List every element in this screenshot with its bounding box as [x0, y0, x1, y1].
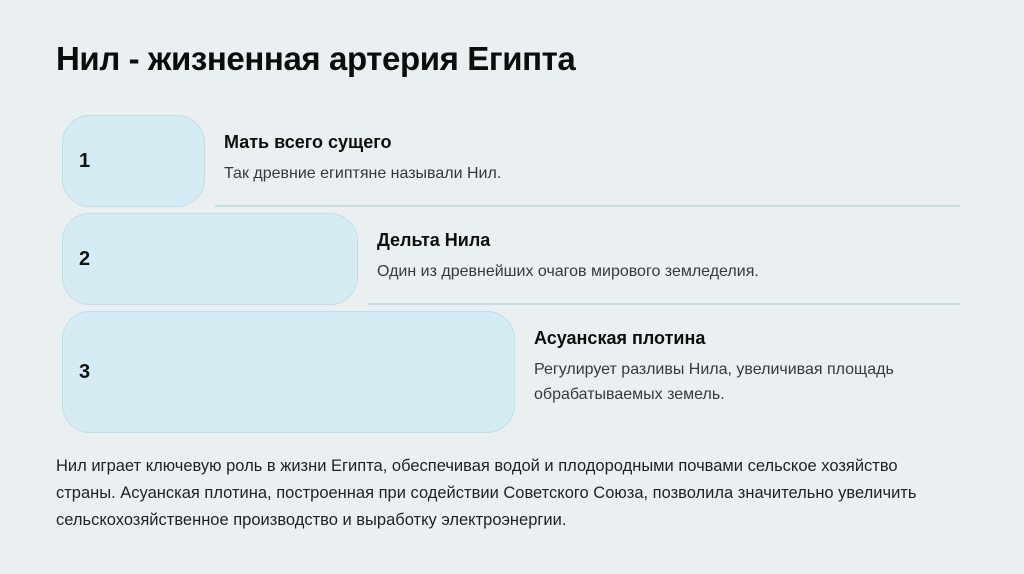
step-2-text: Один из древнейших очагов мирового земле…	[377, 263, 759, 280]
step-3-text: Регулирует разливы Нила, увеличивая площ…	[534, 361, 894, 403]
step-1-number: 1	[79, 149, 91, 172]
step-row-1: 1 Мать всего сущего Так древние египтяне…	[62, 115, 960, 207]
step-1-number-box: 1	[62, 115, 205, 207]
step-3-number: 3	[79, 360, 91, 383]
summary-paragraph: Нил играет ключевую роль в жизни Египта,…	[56, 457, 917, 529]
step-2-number: 2	[79, 247, 91, 270]
steps-list: 1 Мать всего сущего Так древние египтяне…	[62, 115, 960, 433]
step-1-text: Так древние египтяне называли Нил.	[224, 165, 502, 182]
step-2-content: Дельта Нила Один из древнейших очагов ми…	[368, 213, 960, 305]
step-row-2: 2 Дельта Нила Один из древнейших очагов …	[62, 213, 960, 305]
step-2-heading: Дельта Нила	[377, 230, 491, 250]
page-title: Нил - жизненная артерия Египта	[56, 40, 576, 77]
step-3-content: Асуанская плотина Регулирует разливы Нил…	[525, 311, 960, 433]
step-1-content: Мать всего сущего Так древние египтяне н…	[215, 115, 960, 207]
step-3-number-box: 3	[62, 311, 515, 433]
step-row-3: 3 Асуанская плотина Регулирует разливы Н…	[62, 311, 960, 433]
step-3-heading: Асуанская плотина	[534, 328, 706, 348]
step-1-heading: Мать всего сущего	[224, 132, 392, 152]
step-2-number-box: 2	[62, 213, 358, 305]
